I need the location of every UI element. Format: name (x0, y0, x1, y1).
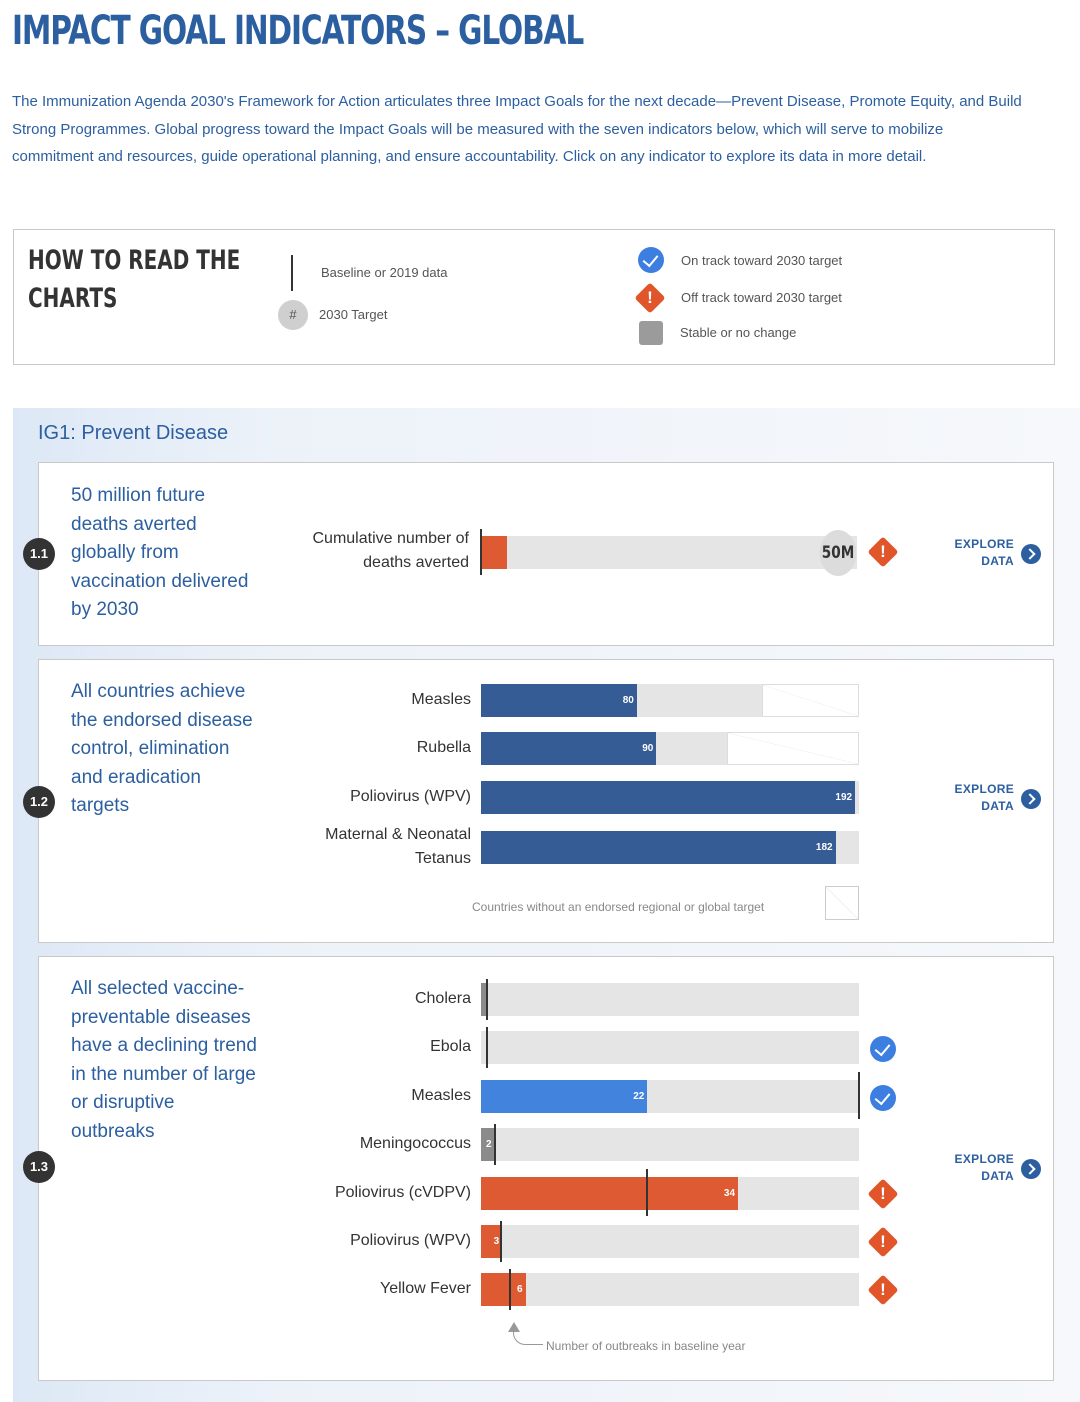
bar-value: 182 (815, 842, 833, 853)
warning-diamond-icon: ! (867, 1226, 899, 1258)
no-target-segment (726, 732, 859, 765)
baseline-marker (486, 979, 489, 1020)
metric-label: Cumulative number of deaths averted (312, 530, 469, 571)
bar-value: 34 (723, 1188, 736, 1199)
target-legend-label: 2030 Target (319, 307, 388, 322)
bar-fill (481, 1225, 503, 1258)
baseline-marker (858, 1072, 860, 1119)
bar-fill (481, 1177, 739, 1210)
ig1-section: IG1: Prevent Disease 1.1 50 million futu… (13, 408, 1080, 1402)
indicator-number-badge: 1.3 (23, 1151, 55, 1183)
bar-track (481, 1027, 859, 1068)
arrow-right-icon (1021, 544, 1041, 564)
check-circle-icon (870, 1085, 896, 1111)
intro-paragraph: The Immunization Agenda 2030's Framework… (12, 93, 1022, 165)
bar-value: 192 (835, 792, 853, 803)
indicator-description: 50 million future deaths averted globall… (71, 485, 249, 621)
warning-diamond-icon: ! (867, 536, 899, 568)
warning-diamond-icon: ! (867, 1274, 899, 1306)
arrow-right-icon (1021, 1159, 1041, 1179)
indicator-description: All selected vaccine-preventable disease… (71, 978, 257, 1142)
no-target-note: Countries without an endorsed regional o… (472, 900, 765, 914)
bar-fill (481, 781, 856, 814)
row-label: Ebola (430, 1038, 471, 1055)
on-track-legend-label: On track toward 2030 target (681, 253, 843, 268)
baseline-marker (499, 1221, 502, 1262)
indicator-description: All countries achieve the endorsed disea… (71, 681, 253, 817)
target-pill: 50M (819, 530, 857, 576)
bar-value: 2 (486, 1139, 492, 1150)
row-label: Cholera (414, 990, 471, 1007)
row-label: Yellow Fever (379, 1280, 471, 1297)
arrow-up-icon (508, 1322, 520, 1332)
page-title: IMPACT GOAL INDICATORS – GLOBAL (12, 8, 584, 54)
bar-track: 2 (481, 1124, 859, 1165)
callout-line (513, 1331, 543, 1345)
warning-diamond-icon: ! (867, 1178, 899, 1210)
how-to-read-legend: HOW TO READ THE CHARTS Baseline or 2019 … (13, 229, 1055, 365)
row-label: Poliovirus (WPV) (350, 1232, 471, 1249)
row-label: Measles (411, 691, 471, 708)
explore-data-button[interactable]: EXPLORE DATA (952, 1151, 1052, 1191)
baseline-marker (480, 529, 482, 575)
check-circle-icon (638, 247, 664, 273)
bar-track: 22 (481, 1072, 860, 1119)
row-label: Meningococcus (359, 1135, 471, 1152)
no-target-segment (761, 684, 859, 717)
row-label: Rubella (416, 739, 471, 756)
baseline-marker-sample (291, 255, 293, 291)
bar-fill (481, 831, 836, 864)
row-label: Poliovirus (cVDPV) (334, 1184, 471, 1201)
progress-fill (481, 536, 508, 569)
indicator-card-1-2[interactable]: 1.2 All countries achieve the endorsed d… (23, 659, 1054, 943)
baseline-marker (486, 1027, 489, 1068)
check-circle-icon (870, 1036, 896, 1062)
bar-value (481, 1031, 484, 1064)
indicator-card-1-3[interactable]: 1.3 All selected vaccine-preventable dis… (23, 956, 1054, 1381)
bar-fill (481, 684, 637, 717)
explore-data-button[interactable]: EXPLORE DATA (952, 781, 1052, 821)
baseline-note: Number of outbreaks in baseline year (546, 1339, 746, 1353)
indicator-card-1-1[interactable]: 1.1 50 million future deaths averted glo… (23, 462, 1054, 646)
row-label: Poliovirus (WPV) (350, 788, 471, 805)
baseline-marker (508, 1269, 511, 1310)
section-title: IG1: Prevent Disease (38, 422, 229, 444)
off-track-legend-label: Off track toward 2030 target (681, 290, 842, 305)
bar-fill (481, 732, 657, 765)
bar-track: 6 (481, 1269, 859, 1310)
indicator-number-badge: 1.2 (23, 786, 55, 818)
bar-fill (481, 983, 486, 1016)
bar-track: 192 (481, 781, 859, 814)
baseline-marker (646, 1169, 649, 1216)
bar-fill (481, 1128, 495, 1161)
bar-value: 22 (633, 1091, 645, 1102)
arrow-right-icon (1021, 789, 1041, 809)
bar-value: 80 (622, 695, 634, 706)
bar-track: 182 (481, 831, 859, 864)
bar-value: 90 (642, 743, 654, 754)
bar-track: 3 (481, 1221, 859, 1262)
target-circle-icon: # (278, 300, 308, 330)
progress-track (480, 529, 857, 575)
bar-value: 6 (517, 1284, 523, 1295)
row-label: Measles (411, 1087, 471, 1104)
bar-track: 90 (481, 732, 859, 765)
bar-track: 34 (481, 1169, 859, 1216)
row-label: Maternal & Neonatal Tetanus (325, 826, 471, 867)
bar-track: 80 (481, 684, 859, 717)
indicator-number-badge: 1.1 (23, 538, 55, 570)
gray-square-icon (639, 321, 663, 345)
bar-fill (481, 1273, 526, 1306)
baseline-legend-label: Baseline or 2019 data (321, 265, 448, 280)
no-target-swatch (825, 886, 859, 920)
legend-title: HOW TO READ THE CHARTS (28, 245, 241, 314)
bar-value: 3 (493, 1236, 500, 1247)
bar-fill (481, 1080, 648, 1113)
bar-track (481, 979, 859, 1020)
stable-legend-label: Stable or no change (680, 325, 797, 340)
baseline-marker (494, 1124, 497, 1165)
explore-data-button[interactable]: EXPLORE DATA (952, 536, 1052, 576)
bar-value (481, 983, 486, 1016)
warning-diamond-icon: ! (634, 282, 666, 314)
